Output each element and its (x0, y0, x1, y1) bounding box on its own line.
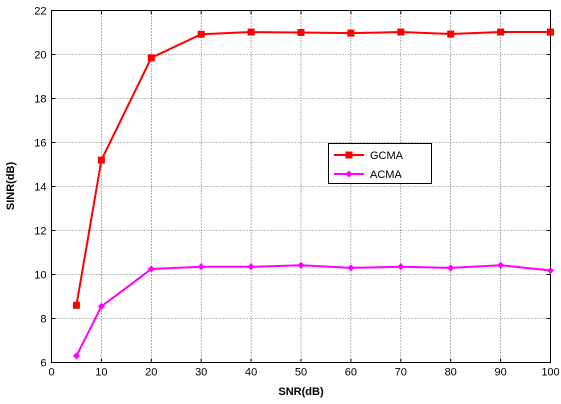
y-tick-label: 18 (34, 94, 46, 106)
series-layer (72, 28, 554, 360)
y-tick-label: 20 (34, 50, 46, 62)
acma-point (97, 302, 105, 310)
acma-point (397, 263, 405, 271)
gcma-point (547, 28, 554, 36)
legend-label-gcma: GCMA (370, 150, 404, 162)
x-tick-label: 80 (445, 367, 457, 379)
acma-line (75, 264, 551, 357)
gcma-point (397, 28, 405, 36)
gcma-point (497, 28, 505, 36)
x-axis: 0 10 20 30 40 50 60 70 80 90 100 (48, 10, 560, 379)
y-tick-label: 14 (34, 182, 46, 194)
acma-point (547, 267, 554, 275)
legend: GCMA ACMA (328, 143, 432, 184)
acma-point (297, 261, 305, 269)
x-tick-label: 70 (395, 367, 407, 379)
x-tick-label: 50 (295, 367, 307, 379)
legend-marker-gcma (345, 151, 353, 159)
acma-point (147, 265, 155, 273)
gcma-point (247, 28, 255, 36)
x-tick-label: 40 (245, 367, 257, 379)
acma-point (497, 261, 505, 269)
acma-point (347, 264, 355, 272)
y-tick-label: 16 (34, 138, 46, 150)
y-axis: 6 8 10 12 14 16 18 20 22 (34, 6, 551, 370)
gcma-point (147, 54, 155, 62)
y-tick-label: 8 (40, 314, 46, 326)
y-tick-label: 10 (34, 270, 46, 282)
x-tick-label: 60 (345, 367, 357, 379)
series-gcma (72, 28, 554, 309)
x-tick-label: 30 (195, 367, 207, 379)
series-acma (72, 261, 554, 360)
gcma-point (447, 30, 455, 38)
x-tick-label: 100 (541, 367, 559, 379)
gcma-point (97, 156, 105, 164)
gcma-point (197, 30, 205, 38)
x-axis-title: SNR(dB) (278, 386, 324, 398)
x-tick-label: 20 (145, 367, 157, 379)
legend-label-acma: ACMA (370, 169, 402, 181)
acma-point (72, 352, 80, 360)
gcma-point (347, 29, 355, 37)
x-tick-label: 10 (95, 367, 107, 379)
x-tick-label: 0 (48, 367, 54, 379)
y-tick-label: 22 (34, 6, 46, 18)
gcma-line (75, 31, 551, 306)
legend-marker-acma (345, 170, 353, 178)
y-axis-title: SINR(dB) (5, 162, 17, 211)
grid-lines (51, 10, 551, 363)
x-tick-label: 90 (494, 367, 506, 379)
acma-point (247, 263, 255, 271)
gcma-point (297, 29, 305, 36)
y-tick-label: 6 (40, 358, 46, 370)
acma-point (197, 263, 205, 271)
acma-point (447, 264, 455, 272)
gcma-point (72, 301, 80, 309)
y-tick-label: 12 (34, 226, 46, 238)
legend-box (328, 143, 432, 184)
